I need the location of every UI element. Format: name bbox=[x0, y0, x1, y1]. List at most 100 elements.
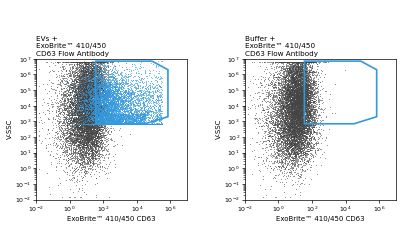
Point bbox=[67, 110, 73, 114]
Point bbox=[289, 146, 296, 150]
Point bbox=[79, 123, 85, 126]
Point bbox=[73, 89, 79, 93]
Point bbox=[300, 106, 307, 110]
Point bbox=[80, 120, 87, 124]
Point bbox=[86, 80, 93, 84]
Point bbox=[266, 164, 273, 167]
Point bbox=[98, 116, 104, 120]
Point bbox=[296, 67, 302, 71]
Point bbox=[142, 108, 149, 112]
Point bbox=[140, 120, 146, 123]
Point bbox=[73, 80, 79, 84]
Point bbox=[291, 96, 298, 100]
Point bbox=[295, 100, 302, 104]
Point bbox=[94, 79, 100, 82]
Point bbox=[106, 121, 112, 125]
Point bbox=[90, 75, 96, 79]
Point bbox=[80, 69, 86, 72]
Point bbox=[91, 108, 97, 112]
Point bbox=[119, 79, 126, 83]
Point bbox=[290, 129, 296, 133]
Point bbox=[294, 60, 300, 64]
Point bbox=[92, 106, 98, 110]
Point bbox=[79, 100, 86, 104]
Point bbox=[282, 136, 289, 140]
Point bbox=[134, 116, 140, 120]
Point bbox=[313, 107, 320, 111]
Point bbox=[268, 80, 274, 84]
Point bbox=[133, 115, 140, 119]
Point bbox=[91, 74, 97, 78]
Point bbox=[77, 71, 84, 75]
Point bbox=[78, 143, 84, 147]
Point bbox=[105, 122, 111, 126]
Point bbox=[139, 116, 145, 120]
Point bbox=[106, 117, 112, 121]
Point bbox=[110, 118, 116, 121]
Point bbox=[109, 122, 116, 126]
Point bbox=[140, 122, 147, 126]
Point bbox=[297, 100, 304, 103]
Point bbox=[296, 74, 303, 78]
Point bbox=[74, 127, 80, 131]
Point bbox=[282, 167, 288, 170]
Point bbox=[291, 106, 298, 110]
Point bbox=[89, 157, 95, 161]
Point bbox=[74, 127, 81, 131]
Point bbox=[90, 60, 96, 64]
Point bbox=[284, 108, 291, 112]
Point bbox=[71, 140, 77, 143]
Point bbox=[121, 108, 128, 112]
Point bbox=[276, 83, 282, 86]
Point bbox=[79, 106, 86, 110]
Point bbox=[300, 67, 307, 70]
Point bbox=[120, 115, 126, 119]
Point bbox=[100, 99, 107, 103]
Point bbox=[295, 60, 301, 64]
Point bbox=[308, 89, 314, 93]
Point bbox=[155, 59, 162, 63]
Point bbox=[76, 62, 82, 66]
Point bbox=[54, 152, 60, 156]
Point bbox=[255, 130, 261, 134]
Point bbox=[275, 118, 282, 122]
Point bbox=[300, 95, 306, 98]
Point bbox=[97, 122, 104, 126]
Point bbox=[308, 70, 314, 74]
Point bbox=[302, 109, 309, 112]
Point bbox=[283, 113, 289, 117]
Point bbox=[74, 90, 80, 94]
Point bbox=[280, 102, 287, 106]
Point bbox=[154, 93, 160, 97]
Point bbox=[102, 91, 108, 95]
Point bbox=[86, 101, 93, 105]
Point bbox=[248, 60, 255, 64]
Point bbox=[114, 112, 120, 116]
Point bbox=[298, 150, 304, 154]
Point bbox=[299, 124, 306, 128]
Point bbox=[283, 127, 290, 131]
Point bbox=[295, 79, 302, 83]
Point bbox=[260, 159, 266, 163]
Point bbox=[91, 85, 97, 88]
Point bbox=[74, 122, 80, 125]
Point bbox=[288, 77, 294, 81]
Point bbox=[297, 137, 304, 141]
Point bbox=[311, 69, 318, 72]
Point bbox=[76, 70, 82, 74]
Point bbox=[296, 73, 302, 76]
Point bbox=[46, 64, 52, 68]
Point bbox=[80, 125, 86, 129]
Point bbox=[101, 122, 108, 126]
Point bbox=[257, 60, 263, 64]
Point bbox=[104, 120, 110, 124]
Point bbox=[79, 119, 86, 123]
Point bbox=[279, 161, 285, 164]
Point bbox=[87, 89, 93, 93]
Point bbox=[117, 102, 123, 106]
Point bbox=[289, 125, 295, 129]
Point bbox=[280, 141, 286, 145]
Point bbox=[83, 98, 89, 102]
Point bbox=[39, 126, 46, 130]
Point bbox=[106, 91, 113, 94]
